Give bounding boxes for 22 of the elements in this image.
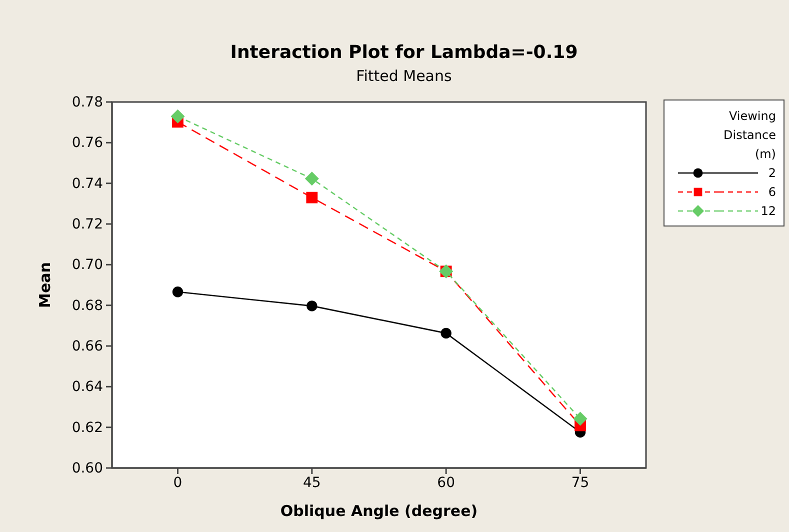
- x-tick-label: 0: [173, 474, 182, 491]
- y-tick-label: 0.76: [72, 135, 104, 152]
- chart-subtitle: Fitted Means: [356, 67, 452, 85]
- y-tick-label: 0.70: [72, 257, 103, 274]
- y-tick-label: 0.60: [72, 460, 103, 476]
- y-tick-label: 0.68: [72, 298, 103, 314]
- y-tick-label: 0.62: [72, 420, 103, 436]
- legend-label: 6: [768, 185, 776, 199]
- y-tick-label: 0.64: [72, 379, 104, 396]
- x-axis-title: Oblique Angle (degree): [280, 502, 478, 520]
- x-tick-label: 45: [303, 474, 321, 491]
- x-tick-label: 60: [437, 474, 455, 491]
- y-tick-label: 0.78: [72, 94, 103, 110]
- legend-label: 2: [768, 166, 776, 180]
- chart-title: Interaction Plot for Lambda=-0.19: [230, 42, 578, 63]
- y-tick-label: 0.66: [72, 338, 104, 354]
- y-axis-title: Mean: [36, 262, 54, 308]
- y-tick-label: 0.72: [72, 216, 103, 232]
- legend-title: Viewing Distance (m): [724, 109, 776, 161]
- x-tick-label: 75: [571, 474, 590, 491]
- legend-label: 12: [760, 204, 776, 218]
- y-tick-label: 0.74: [72, 176, 104, 192]
